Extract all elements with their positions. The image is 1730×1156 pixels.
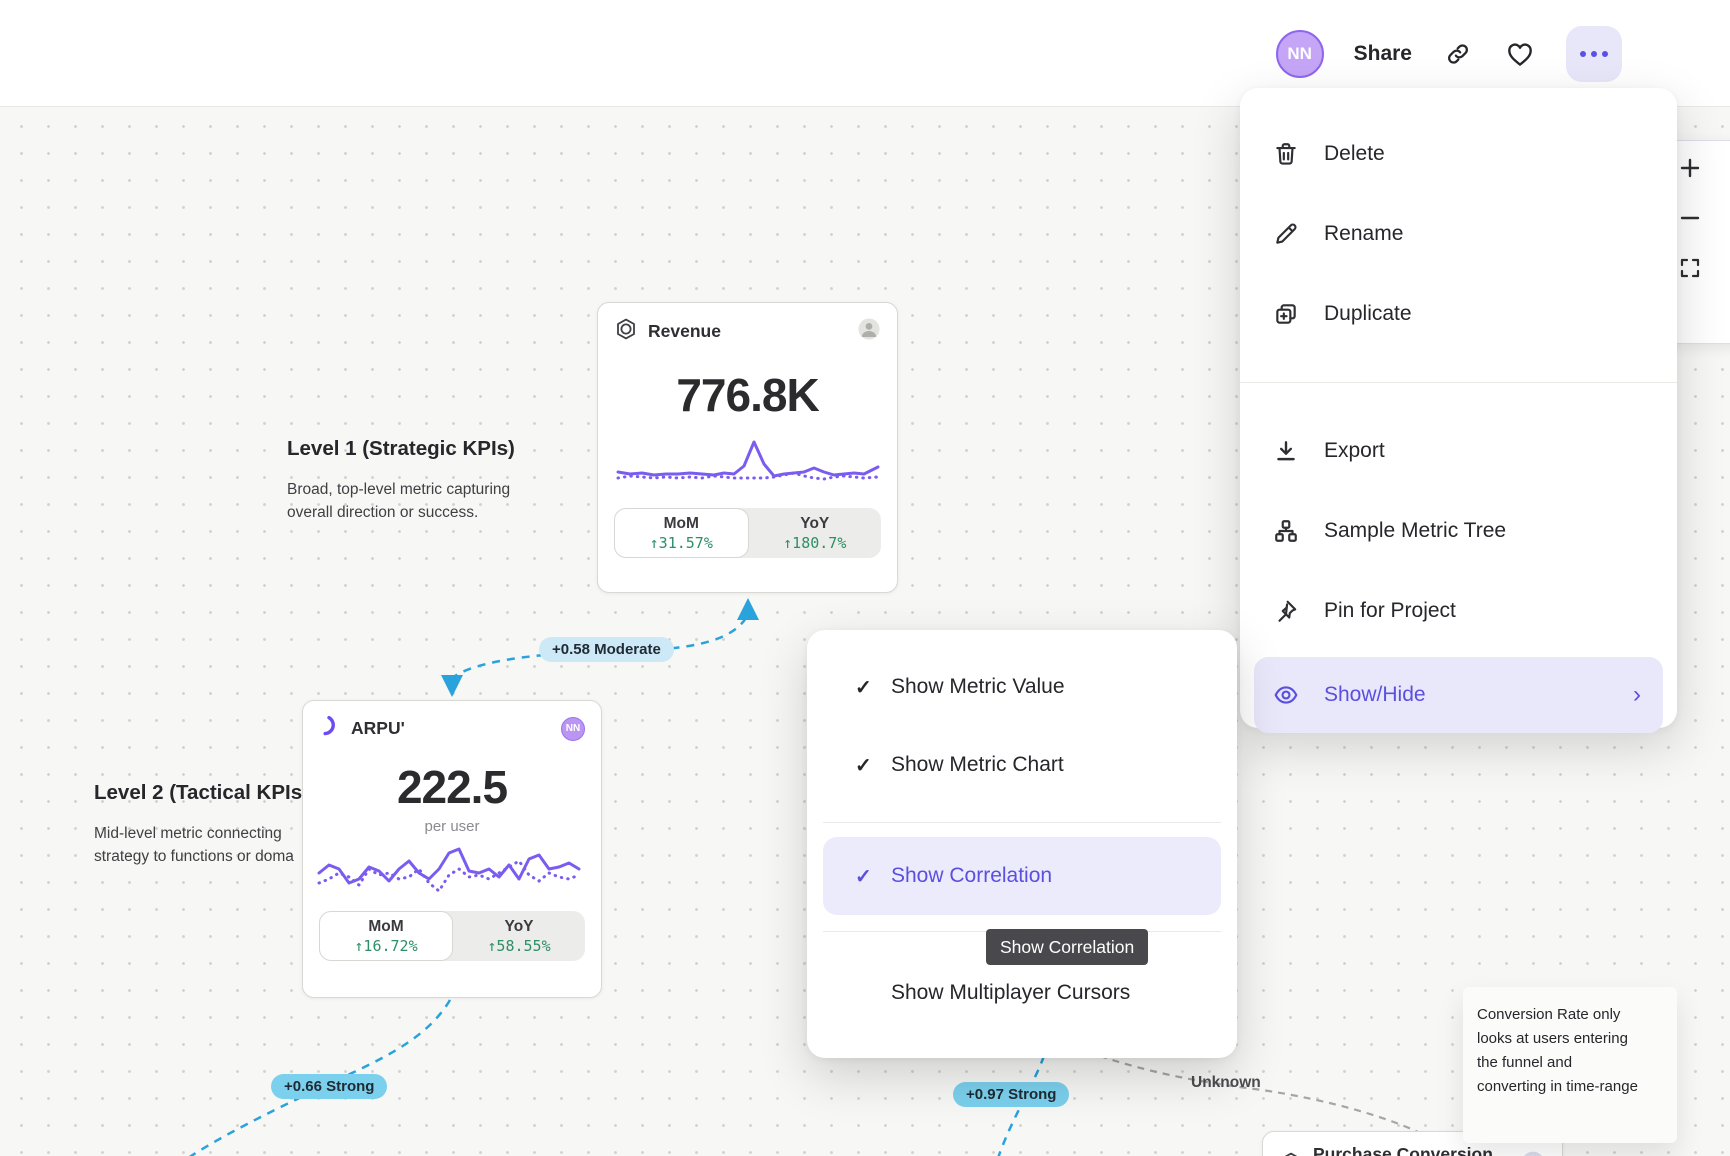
arpu-sparkline [317, 847, 581, 894]
revenue-sparkline [616, 440, 879, 481]
level2-title: Level 2 (Tactical KPIs [94, 781, 303, 804]
show-hide-submenu: ✓ Show Metric Value ✓ Show Metric Chart … [807, 630, 1237, 1058]
check-icon: ✓ [855, 754, 872, 777]
metric-card-revenue[interactable]: Revenue 776.8K MoM ↑31.57% YoY ↑180.7% [597, 302, 898, 593]
period-toggle: MoM ↑31.57% YoY ↑180.7% [614, 508, 881, 558]
chevron-right-icon: › [1633, 681, 1641, 708]
menu-label: Delete [1324, 142, 1385, 165]
metric-unit: per user [424, 818, 480, 835]
collaborator-avatar: NN [561, 716, 585, 741]
tooltip: Show Correlation [986, 929, 1149, 965]
yoy-value: ↑58.55% [487, 936, 551, 955]
canvas-note[interactable]: Conversion Rate only looks at users ente… [1463, 987, 1677, 1143]
metric-value: 776.8K [676, 369, 819, 421]
menu-label: Export [1324, 439, 1385, 462]
duplicate-icon [1272, 300, 1300, 328]
submenu-item-show-correlation[interactable]: ✓ Show Correlation [823, 837, 1221, 915]
favorite-heart-icon[interactable] [1504, 38, 1536, 70]
anonymous-avatar-icon [857, 317, 881, 346]
period-toggle: MoM ↑16.72% YoY ↑58.55% [319, 911, 585, 961]
hexagon-metric-icon [1279, 1151, 1303, 1156]
menu-item-duplicate[interactable]: Duplicate [1240, 274, 1677, 354]
submenu-label: Show Metric Value [891, 675, 1065, 698]
metric-title: ARPU' [351, 718, 405, 738]
eye-icon [1272, 681, 1300, 709]
submenu-item-show-metric-value[interactable]: ✓ Show Metric Value [807, 648, 1237, 726]
share-button[interactable]: Share [1353, 41, 1412, 65]
level1-title: Level 1 (Strategic KPIs) [287, 437, 515, 460]
arc-metric-icon [319, 715, 341, 742]
context-menu: Delete Rename Duplicate [1240, 88, 1677, 733]
yoy-label: YoY [504, 917, 534, 935]
menu-divider [1240, 382, 1677, 383]
submenu-label: Show Correlation [891, 864, 1053, 887]
copy-link-icon[interactable] [1442, 38, 1474, 70]
metric-value: 222.5 [396, 761, 508, 813]
yoy-tab[interactable]: YoY ↑180.7% [749, 508, 882, 558]
submenu-label: Show Multiplayer Cursors [891, 981, 1131, 1004]
menu-label: Sample Metric Tree [1324, 519, 1507, 542]
menu-item-rename[interactable]: Rename [1240, 194, 1677, 274]
mom-value: ↑31.57% [649, 533, 713, 552]
menu-item-pin-for-project[interactable]: Pin for Project [1240, 571, 1677, 651]
check-icon: ✓ [855, 865, 872, 888]
submenu-item-show-metric-chart[interactable]: ✓ Show Metric Chart [807, 726, 1237, 804]
submenu-divider [823, 822, 1221, 823]
download-icon [1272, 437, 1300, 465]
pushpin-icon [1272, 597, 1300, 625]
submenu-label: Show Metric Chart [891, 753, 1064, 776]
more-options-button[interactable] [1566, 25, 1622, 82]
mom-tab[interactable]: MoM ↑16.72% [319, 911, 453, 961]
correlation-badge-strong-1[interactable]: +0.66 Strong [271, 1074, 388, 1099]
tree-hierarchy-icon [1272, 517, 1300, 545]
menu-item-sample-metric-tree[interactable]: Sample Metric Tree [1240, 491, 1677, 571]
user-avatar[interactable]: NN [1275, 29, 1324, 78]
menu-label: Duplicate [1324, 302, 1412, 325]
level2-description: Mid-level metric connecting strategy to … [94, 825, 294, 865]
yoy-value: ↑180.7% [783, 533, 847, 552]
zoom-out-button[interactable] [1677, 205, 1703, 231]
anonymous-avatar-icon [1520, 1150, 1546, 1156]
menu-item-show-hide[interactable]: Show/Hide › [1254, 657, 1663, 733]
mom-value: ↑16.72% [354, 936, 418, 955]
menu-label: Pin for Project [1324, 599, 1456, 622]
yoy-tab[interactable]: YoY ↑58.55% [453, 911, 585, 961]
level1-description: Broad, top-level metric capturing overal… [287, 481, 511, 521]
fit-view-button[interactable] [1677, 255, 1703, 281]
metric-card-arpu[interactable]: ARPU' NN 222.5 per user MoM ↑16.72% YoY … [302, 700, 602, 998]
menu-label: Rename [1324, 222, 1404, 245]
yoy-label: YoY [800, 514, 830, 532]
metric-title: Purchase Conversion R [1313, 1144, 1493, 1156]
mom-tab[interactable]: MoM ↑31.57% [614, 508, 749, 558]
correlation-badge-moderate[interactable]: +0.58 Moderate [539, 637, 674, 662]
correlation-badge-strong-2[interactable]: +0.97 Strong [953, 1082, 1070, 1107]
mom-label: MoM [368, 917, 404, 935]
correlation-label-unknown: Unknown [1191, 1074, 1261, 1091]
pencil-icon [1272, 220, 1300, 248]
trash-icon [1272, 140, 1300, 168]
submenu-item-show-multiplayer-cursors[interactable]: Show Multiplayer Cursors [807, 954, 1237, 1032]
hexagon-metric-icon [614, 317, 638, 346]
check-icon: ✓ [855, 676, 872, 699]
menu-label: Show/Hide [1324, 683, 1426, 706]
metric-title: Revenue [648, 321, 721, 341]
menu-item-export[interactable]: Export [1240, 411, 1677, 491]
menu-item-delete[interactable]: Delete [1240, 114, 1677, 194]
mom-label: MoM [663, 514, 699, 532]
zoom-in-button[interactable] [1677, 155, 1703, 181]
